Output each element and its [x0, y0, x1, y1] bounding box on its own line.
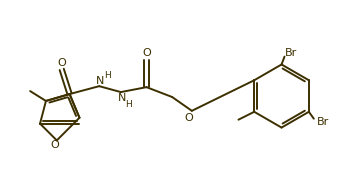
Text: H: H	[104, 71, 110, 80]
Text: Br: Br	[285, 48, 297, 58]
Text: O: O	[142, 48, 151, 58]
Text: O: O	[50, 140, 59, 150]
Text: N: N	[96, 76, 104, 86]
Text: H: H	[125, 100, 132, 109]
Text: O: O	[57, 57, 66, 67]
Text: O: O	[185, 113, 193, 123]
Text: Br: Br	[317, 117, 329, 127]
Text: N: N	[118, 93, 126, 103]
